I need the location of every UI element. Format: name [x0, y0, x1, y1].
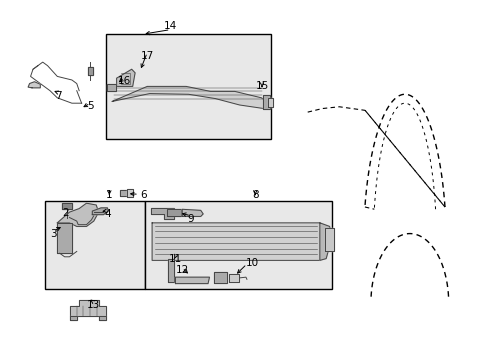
Polygon shape [151, 208, 174, 219]
Text: 9: 9 [187, 213, 194, 224]
Text: 4: 4 [104, 209, 110, 219]
Polygon shape [112, 86, 266, 109]
Text: 11: 11 [168, 254, 182, 264]
Polygon shape [152, 223, 326, 260]
Polygon shape [168, 259, 174, 282]
Polygon shape [319, 223, 331, 260]
Text: 8: 8 [251, 190, 258, 200]
Polygon shape [92, 208, 108, 215]
Polygon shape [28, 82, 40, 88]
Polygon shape [214, 272, 227, 283]
Polygon shape [57, 203, 99, 226]
Polygon shape [116, 69, 135, 86]
Text: 6: 6 [140, 190, 146, 200]
Text: 7: 7 [55, 91, 62, 101]
Polygon shape [88, 67, 93, 75]
Polygon shape [70, 300, 106, 316]
Polygon shape [166, 209, 181, 216]
Text: 5: 5 [87, 102, 94, 111]
Polygon shape [126, 189, 132, 197]
Text: 3: 3 [50, 229, 57, 239]
FancyBboxPatch shape [106, 33, 271, 139]
Polygon shape [267, 98, 272, 107]
Polygon shape [182, 209, 203, 216]
Text: 14: 14 [163, 21, 177, 31]
Polygon shape [99, 316, 106, 320]
Text: 1: 1 [106, 190, 112, 200]
Polygon shape [175, 277, 209, 284]
Polygon shape [57, 223, 72, 253]
Text: 16: 16 [118, 76, 131, 86]
Text: 15: 15 [255, 81, 268, 91]
Polygon shape [228, 274, 238, 282]
Text: 13: 13 [87, 300, 100, 310]
Text: 12: 12 [175, 265, 188, 275]
Polygon shape [119, 190, 126, 196]
Text: 17: 17 [141, 51, 154, 61]
Polygon shape [107, 84, 116, 91]
Polygon shape [62, 203, 72, 209]
Polygon shape [263, 95, 269, 109]
Text: 10: 10 [245, 258, 259, 268]
Polygon shape [324, 228, 334, 251]
Text: 2: 2 [62, 208, 69, 218]
FancyBboxPatch shape [144, 202, 331, 289]
FancyBboxPatch shape [45, 202, 144, 289]
Polygon shape [70, 316, 77, 320]
